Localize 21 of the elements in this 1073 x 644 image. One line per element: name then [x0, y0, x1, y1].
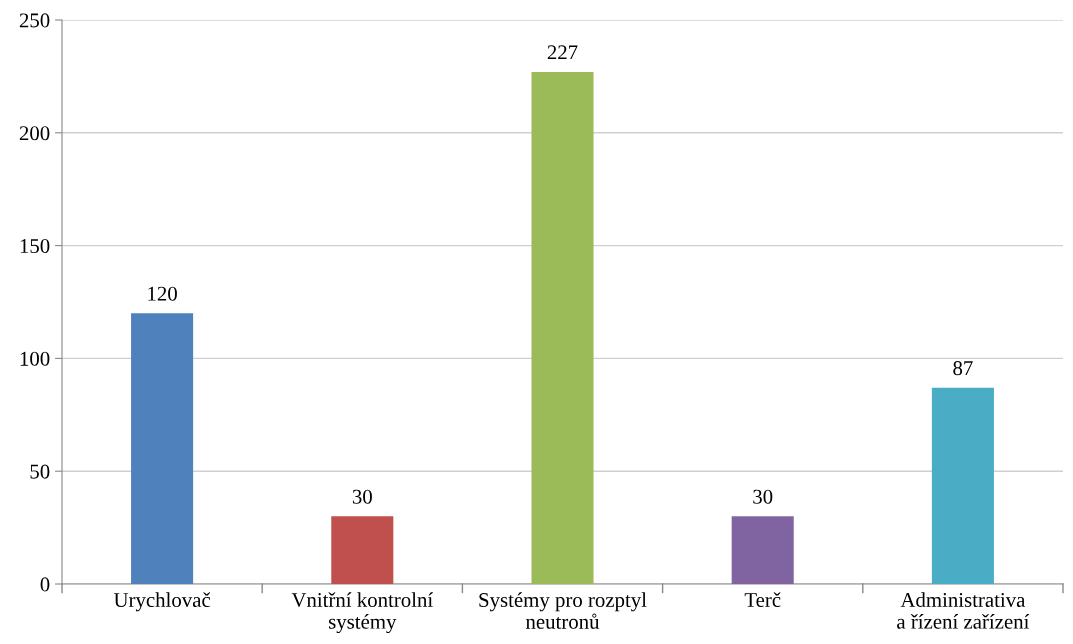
- y-tick-label: 150: [20, 238, 50, 254]
- data-label: 30: [753, 489, 773, 504]
- y-tick-label: 0: [40, 577, 50, 592]
- bar: [731, 516, 794, 584]
- y-tick-label: 250: [19, 13, 50, 28]
- y-tick-label: 100: [20, 351, 50, 366]
- data-label: 30: [352, 489, 372, 504]
- y-tick-label: 50: [30, 464, 50, 479]
- data-label: 87: [953, 361, 973, 376]
- x-tick-label: Administrativa a řízení zařízení: [897, 592, 1030, 629]
- x-tick-label: Terč: [744, 592, 781, 607]
- bar: [531, 71, 594, 584]
- x-tick-label: Urychlovač: [113, 592, 211, 612]
- bar: [931, 387, 994, 584]
- y-tick-label: 200: [19, 126, 50, 141]
- bar: [331, 516, 394, 584]
- x-tick-label: Systémy pro rozptyl neutronů: [479, 592, 647, 629]
- data-label: 227: [547, 45, 578, 60]
- data-label: 120: [148, 286, 177, 301]
- x-tick-label: Vnitřní kontrolní systémy: [291, 592, 433, 634]
- bar: [131, 313, 194, 584]
